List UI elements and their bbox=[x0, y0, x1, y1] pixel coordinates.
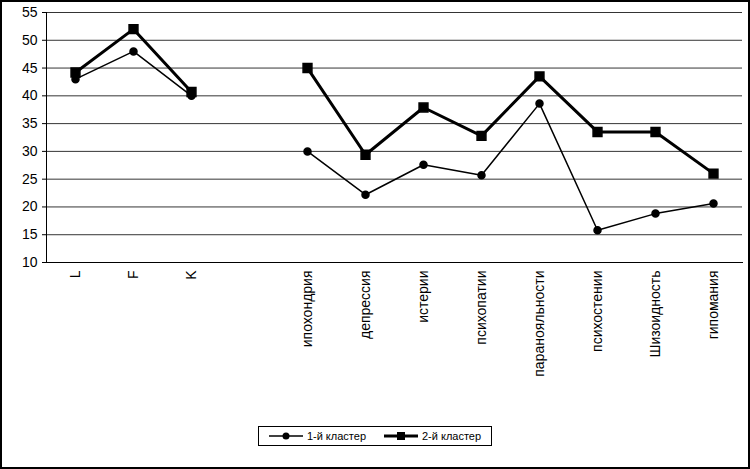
html-text:1-й кластер: 1-й кластер bbox=[306, 430, 366, 442]
svg-text:10: 10 bbox=[22, 254, 38, 270]
svg-text:25: 25 bbox=[22, 171, 38, 187]
svg-text:психопатии: психопатии bbox=[473, 271, 489, 345]
svg-text:15: 15 bbox=[22, 226, 38, 242]
svg-text:55: 55 bbox=[22, 4, 38, 20]
svg-text:психостении: психостении bbox=[589, 271, 605, 352]
svg-text:Шизоидность: Шизоидность bbox=[647, 271, 663, 358]
svg-text:30: 30 bbox=[22, 143, 38, 159]
svg-text:40: 40 bbox=[22, 87, 38, 103]
svg-text:50: 50 bbox=[22, 32, 38, 48]
svg-text:20: 20 bbox=[22, 198, 38, 214]
svg-text:депрессия: депрессия bbox=[357, 271, 373, 340]
svg-text:K: K bbox=[183, 270, 199, 280]
svg-text:паранояльности: паранояльности bbox=[531, 271, 547, 377]
html-text:2-й кластер: 2-й кластер bbox=[422, 430, 482, 442]
svg-text:L: L bbox=[67, 270, 83, 278]
svg-text:35: 35 bbox=[22, 115, 38, 131]
svg-text:истерии: истерии bbox=[415, 271, 431, 323]
svg-text:F: F bbox=[125, 271, 141, 280]
svg-text:ипохондрия: ипохондрия bbox=[299, 271, 315, 348]
svg-text:гипомания: гипомания bbox=[705, 271, 721, 340]
svg-text:45: 45 bbox=[22, 60, 38, 76]
